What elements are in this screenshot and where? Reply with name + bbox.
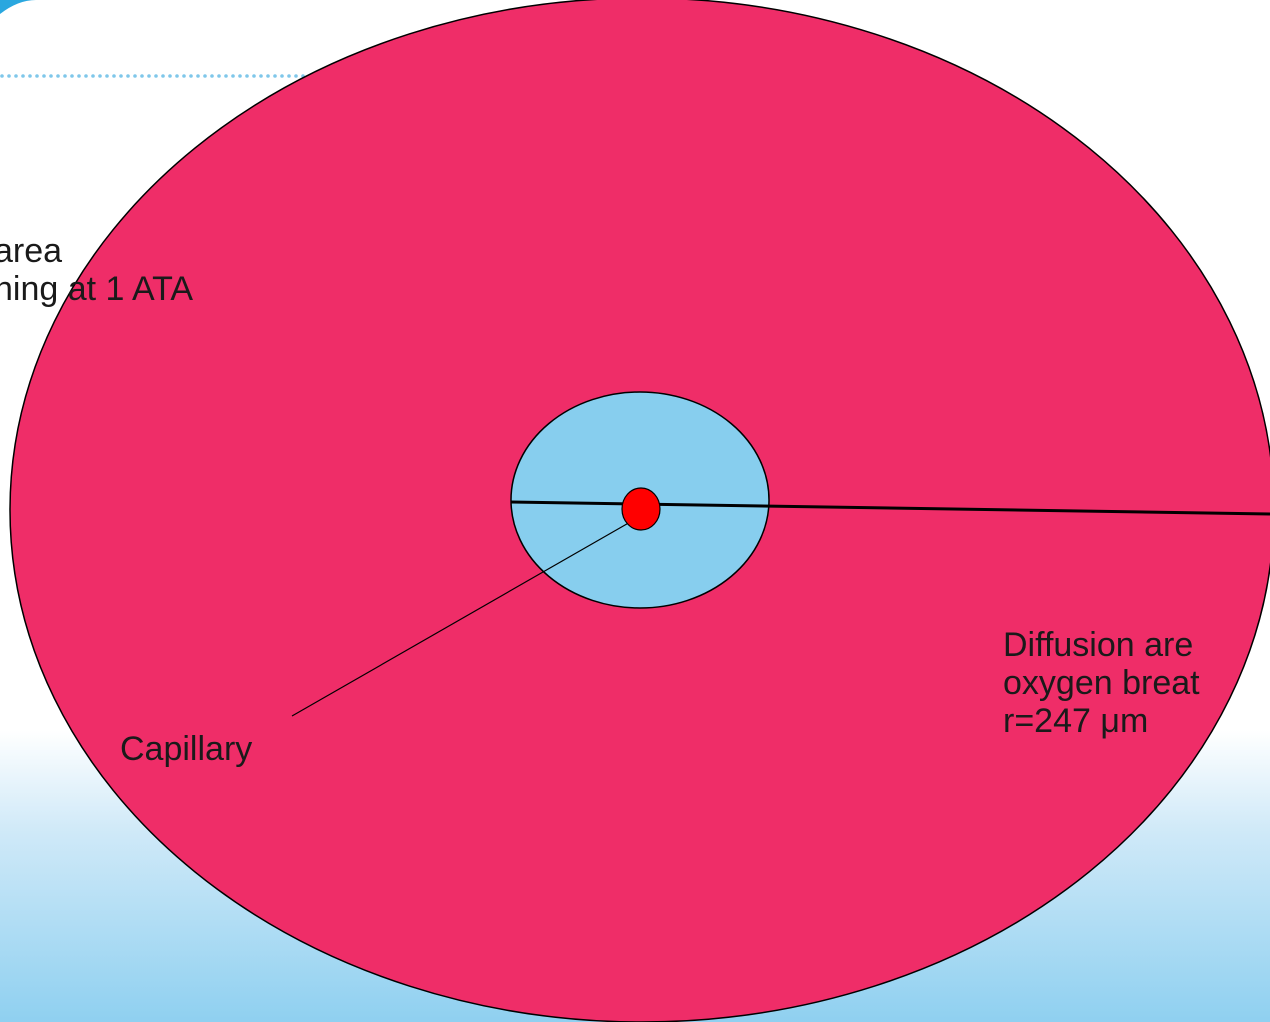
accent-dot: [126, 74, 130, 78]
accent-dot: [175, 74, 179, 78]
accent-dot: [203, 74, 207, 78]
accent-dot: [0, 74, 4, 78]
label-left-line-2: hing at 1 ATA: [0, 270, 194, 308]
accent-dot: [154, 74, 158, 78]
accent-dot: [252, 74, 256, 78]
accent-dot: [140, 74, 144, 78]
accent-dot: [210, 74, 214, 78]
dotted-accent-line: [0, 74, 305, 78]
label-outer-area-left: area hing at 1 ATA: [0, 232, 193, 308]
accent-dot: [196, 74, 200, 78]
accent-dot: [112, 74, 116, 78]
accent-dot: [7, 74, 11, 78]
accent-dot: [56, 74, 60, 78]
accent-dot: [259, 74, 263, 78]
accent-dot: [49, 74, 53, 78]
accent-dot: [42, 74, 46, 78]
label-right-line-1: Diffusion are: [1003, 626, 1194, 664]
label-left-line-1: area: [0, 232, 63, 270]
accent-dot: [238, 74, 242, 78]
accent-dot: [287, 74, 291, 78]
accent-dot: [245, 74, 249, 78]
label-capillary: Capillary: [120, 730, 253, 768]
accent-dot: [182, 74, 186, 78]
accent-dot: [217, 74, 221, 78]
capillary: [621, 487, 661, 531]
accent-dot: [119, 74, 123, 78]
accent-dot: [280, 74, 284, 78]
accent-dot: [35, 74, 39, 78]
accent-dot: [21, 74, 25, 78]
accent-dot: [14, 74, 18, 78]
label-diffusion-area-right: Diffusion are oxygen breat r=247 μm: [1003, 626, 1200, 740]
accent-dot: [133, 74, 137, 78]
accent-dot: [231, 74, 235, 78]
accent-dot: [84, 74, 88, 78]
accent-dot: [70, 74, 74, 78]
capillary-pointer-line: [291, 520, 633, 717]
label-right-line-2: oxygen breat: [1003, 664, 1200, 702]
accent-dot: [91, 74, 95, 78]
accent-dot: [147, 74, 151, 78]
accent-dot: [28, 74, 32, 78]
accent-dot: [266, 74, 270, 78]
accent-dot: [273, 74, 277, 78]
accent-dot: [98, 74, 102, 78]
label-right-line-3: r=247 μm: [1003, 702, 1149, 740]
accent-dot: [161, 74, 165, 78]
accent-dot: [189, 74, 193, 78]
accent-dot: [63, 74, 67, 78]
accent-dot: [224, 74, 228, 78]
accent-dot: [294, 74, 298, 78]
accent-dot: [168, 74, 172, 78]
corner-accent: [0, 0, 36, 14]
accent-dot: [77, 74, 81, 78]
accent-dot: [105, 74, 109, 78]
